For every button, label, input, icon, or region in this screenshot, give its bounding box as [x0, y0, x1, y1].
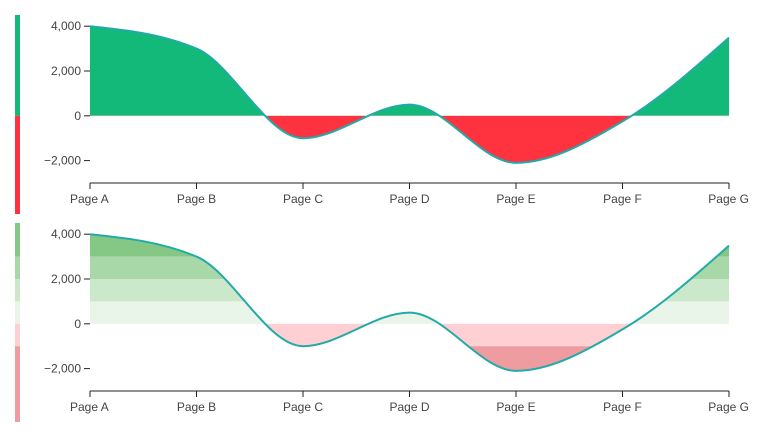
x-tick: Page A	[70, 391, 109, 414]
x-tick: Page C	[283, 183, 323, 206]
y-tick: −2,000	[44, 154, 90, 168]
y-tick: −2,000	[44, 362, 90, 376]
x-tick: Page E	[496, 391, 536, 414]
y-tick-label: −2,000	[44, 362, 81, 376]
x-tick: Page D	[389, 183, 430, 206]
y-tick: 4,000	[51, 19, 90, 33]
x-tick-label: Page D	[389, 192, 429, 206]
y-tick-label: −2,000	[44, 154, 81, 168]
color-scale-band-3	[15, 279, 20, 302]
x-tick-label: Page C	[283, 192, 323, 206]
negative-area	[90, 115, 729, 163]
color-scale-negative	[15, 115, 20, 214]
x-tick: Page E	[496, 183, 536, 206]
color-scale-band-6	[15, 346, 20, 422]
x-tick-label: Page A	[70, 192, 109, 206]
x-tick-label: Page B	[177, 192, 216, 206]
y-axis: −2,000 0 2,000 4,000	[44, 227, 90, 376]
x-tick: Page C	[283, 391, 323, 414]
x-tick-label: Page E	[496, 192, 535, 206]
x-tick-label: Page C	[283, 400, 323, 414]
x-tick-label: Page F	[603, 400, 642, 414]
y-tick: 0	[74, 317, 90, 331]
x-axis: Page A Page B Page C Page D Page E Page F Page…	[70, 182, 749, 206]
x-tick: Page G	[708, 391, 749, 414]
y-tick-label: 0	[74, 109, 81, 123]
series-line	[89, 25, 730, 164]
y-tick-label: 0	[74, 317, 81, 331]
y-tick-label: 4,000	[51, 19, 81, 33]
y-tick: 4,000	[51, 227, 90, 241]
area-band-3	[90, 279, 729, 302]
y-tick-label: 4,000	[51, 227, 81, 241]
y-tick-label: 2,000	[51, 272, 81, 286]
y-tick: 2,000	[51, 272, 90, 286]
area-band-2	[90, 256, 729, 279]
x-tick-label: Page G	[708, 400, 749, 414]
x-tick: Page F	[603, 391, 642, 414]
area-band-5	[90, 323, 729, 347]
x-tick-label: Page B	[177, 400, 216, 414]
x-tick: Page A	[70, 183, 109, 206]
x-tick: Page F	[603, 183, 642, 206]
color-scale-band-1	[15, 223, 20, 257]
x-tick-label: Page E	[496, 400, 535, 414]
x-tick: Page G	[708, 183, 749, 206]
x-tick-label: Page F	[603, 192, 642, 206]
area-band-6	[90, 346, 729, 371]
series-line	[89, 233, 730, 372]
x-tick: Page B	[177, 183, 216, 206]
x-tick: Page D	[389, 391, 430, 414]
x-axis: Page A Page B Page C Page D Page E Page F Page…	[70, 390, 749, 414]
color-scale-positive	[15, 15, 20, 116]
x-tick: Page B	[177, 391, 216, 414]
y-tick: 0	[74, 109, 90, 123]
y-tick: 2,000	[51, 64, 90, 78]
positive-area	[90, 26, 729, 116]
x-tick-label: Page D	[389, 400, 429, 414]
color-scale-band-5	[15, 323, 20, 347]
x-tick-label: Page A	[70, 400, 109, 414]
color-scale-band-4	[15, 301, 20, 324]
color-scale	[15, 223, 20, 422]
y-tick-label: 2,000	[51, 64, 81, 78]
color-scale-band-2	[15, 256, 20, 279]
x-tick-label: Page G	[708, 192, 749, 206]
y-axis: −2,000 0 2,000 4,000	[44, 19, 90, 168]
